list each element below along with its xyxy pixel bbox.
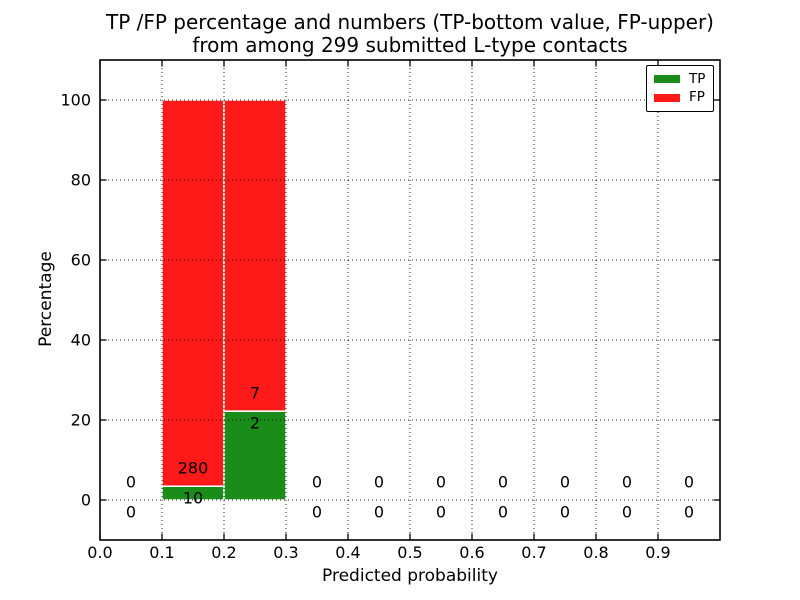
annotation-fp-count-bin-4: 0 bbox=[374, 473, 384, 492]
annotation-fp-count-bin-3: 0 bbox=[312, 473, 322, 492]
x-tick-label-0.9: 0.9 bbox=[645, 543, 670, 562]
x-tick-label-0.2: 0.2 bbox=[211, 543, 236, 562]
y-tick-label-40: 40 bbox=[71, 331, 91, 350]
x-tick-label-0.0: 0.0 bbox=[87, 543, 112, 562]
x-tick-label-0.5: 0.5 bbox=[397, 543, 422, 562]
x-tick-label-0.6: 0.6 bbox=[459, 543, 484, 562]
annotation-tp-count-bin-0: 0 bbox=[126, 503, 136, 522]
annotation-fp-count-bin-6: 0 bbox=[498, 473, 508, 492]
bar-fp-bin-1 bbox=[161, 99, 225, 487]
x-axis-label: Predicted probability bbox=[322, 566, 498, 586]
y-tick-label-60: 60 bbox=[71, 251, 91, 270]
bar-fp-bin-2 bbox=[223, 99, 287, 412]
annotation-fp-count-bin-8: 0 bbox=[622, 473, 632, 492]
y-axis-label: Percentage bbox=[36, 251, 56, 347]
annotation-tp-count-bin-6: 0 bbox=[498, 503, 508, 522]
y-tick-label-80: 80 bbox=[71, 171, 91, 190]
annotation-tp-count-bin-3: 0 bbox=[312, 503, 322, 522]
legend-swatch-tp bbox=[654, 75, 680, 84]
annotation-tp-count-bin-8: 0 bbox=[622, 503, 632, 522]
annotation-fp-count-bin-5: 0 bbox=[436, 473, 446, 492]
x-tick-label-0.1: 0.1 bbox=[149, 543, 174, 562]
chart-title-line2: from among 299 submitted L-type contacts bbox=[192, 33, 628, 57]
annotation-tp-count-bin-9: 0 bbox=[684, 503, 694, 522]
x-tick-label-0.8: 0.8 bbox=[583, 543, 608, 562]
y-tick-label-0: 0 bbox=[81, 491, 91, 510]
annotation-fp-count-bin-2: 7 bbox=[250, 384, 260, 403]
annotation-tp-count-bin-7: 0 bbox=[560, 503, 570, 522]
legend-label-fp: FP bbox=[689, 89, 705, 105]
legend-swatch-fp bbox=[654, 93, 680, 102]
x-tick-label-0.3: 0.3 bbox=[273, 543, 298, 562]
chart-title: TP /FP percentage and numbers (TP-bottom… bbox=[10, 11, 800, 57]
x-tick-label-0.4: 0.4 bbox=[335, 543, 360, 562]
annotation-fp-count-bin-1: 280 bbox=[178, 459, 209, 478]
legend: TP FP bbox=[646, 65, 714, 112]
annotation-tp-count-bin-4: 0 bbox=[374, 503, 384, 522]
chart-title-line1: TP /FP percentage and numbers (TP-bottom… bbox=[106, 10, 714, 34]
annotation-fp-count-bin-7: 0 bbox=[560, 473, 570, 492]
annotation-tp-count-bin-2: 2 bbox=[250, 414, 260, 433]
annotation-tp-count-bin-5: 0 bbox=[436, 503, 446, 522]
legend-entry-fp: FP bbox=[654, 89, 706, 105]
x-tick-label-0.7: 0.7 bbox=[521, 543, 546, 562]
annotation-fp-count-bin-9: 0 bbox=[684, 473, 694, 492]
legend-entry-tp: TP bbox=[654, 70, 706, 87]
legend-label-tp: TP bbox=[689, 70, 706, 87]
annotation-tp-count-bin-1: 10 bbox=[183, 489, 203, 508]
y-tick-label-100: 100 bbox=[60, 91, 91, 110]
annotation-fp-count-bin-0: 0 bbox=[126, 473, 136, 492]
y-tick-label-20: 20 bbox=[71, 411, 91, 430]
